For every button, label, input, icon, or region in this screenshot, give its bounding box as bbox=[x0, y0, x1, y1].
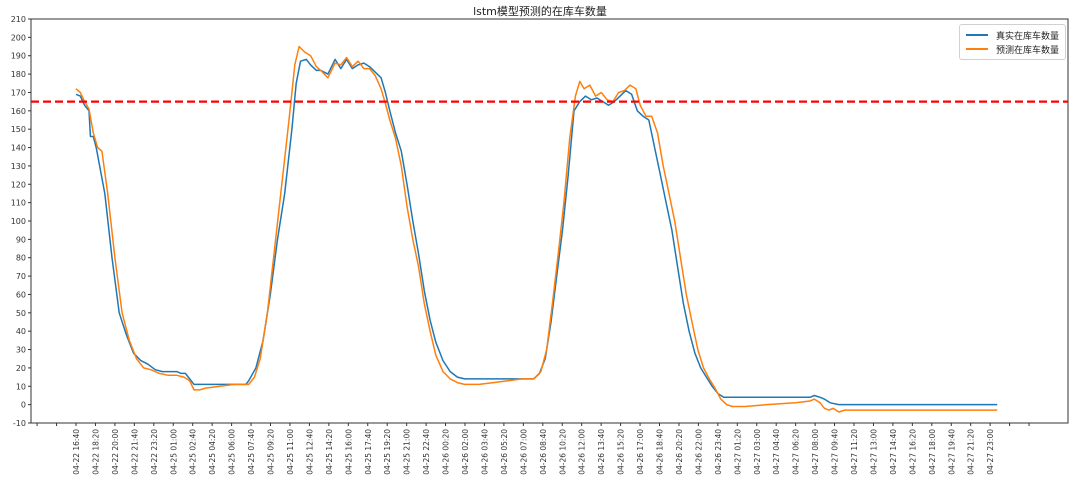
x-tick-label: 04-22 20:00 bbox=[111, 429, 120, 475]
x-tick-label: 04-26 18:40 bbox=[656, 429, 665, 475]
x-tick-label: 04-22 16:40 bbox=[72, 429, 81, 475]
axes-frame bbox=[30, 18, 1069, 424]
x-tick-label: 04-22 18:20 bbox=[91, 429, 100, 475]
x-tick-label: 04-25 07:40 bbox=[247, 429, 256, 475]
legend-swatch-actual bbox=[965, 34, 988, 36]
y-tick-label: 10 bbox=[16, 382, 26, 391]
x-tick-label: 04-27 04:40 bbox=[772, 429, 781, 475]
x-tick-label: 04-27 08:00 bbox=[811, 429, 820, 475]
y-tick-label: 70 bbox=[16, 272, 26, 281]
legend-label-actual: 真实在库车数量 bbox=[995, 31, 1059, 42]
y-tick-label: 30 bbox=[16, 346, 26, 355]
x-tick-label: 04-27 18:00 bbox=[928, 429, 937, 475]
y-tick-label: 190 bbox=[11, 52, 26, 61]
x-tick-label: 04-22 23:20 bbox=[150, 429, 159, 475]
x-tick-label: 04-27 14:40 bbox=[889, 429, 898, 475]
x-tick-label: 04-25 12:40 bbox=[305, 429, 314, 475]
x-tick-label: 04-25 22:40 bbox=[422, 429, 431, 475]
y-tick-label: 200 bbox=[11, 33, 26, 42]
chart-title: lstm模型预测的在库车数量 bbox=[473, 5, 607, 18]
y-tick-label: 60 bbox=[16, 290, 26, 299]
x-tick-label: 04-25 02:40 bbox=[189, 429, 198, 475]
x-tick-label: 04-26 07:00 bbox=[519, 429, 528, 475]
x-tick-label: 04-26 00:20 bbox=[442, 429, 451, 475]
x-tick-label: 04-27 11:20 bbox=[850, 429, 859, 475]
x-tick-label: 04-26 13:40 bbox=[597, 429, 606, 475]
x-tick-label: 04-26 10:20 bbox=[558, 429, 567, 475]
y-tick-label: 150 bbox=[11, 125, 26, 134]
y-tick-label: 160 bbox=[11, 107, 26, 116]
y-tick-label: -10 bbox=[13, 419, 26, 428]
x-tick-label: 04-26 17:00 bbox=[636, 429, 645, 475]
x-tick-label: 04-27 13:00 bbox=[869, 429, 878, 475]
y-tick-label: 210 bbox=[11, 15, 26, 24]
y-tick-label: 100 bbox=[11, 217, 26, 226]
x-tick-label: 04-27 19:40 bbox=[947, 429, 956, 475]
x-tick-label: 04-25 21:00 bbox=[403, 429, 412, 475]
y-tick-label: 90 bbox=[16, 235, 26, 244]
y-tick-label: 180 bbox=[11, 70, 26, 79]
x-tick-label: 04-25 04:20 bbox=[208, 429, 217, 475]
y-tick-label: 0 bbox=[21, 401, 26, 410]
y-tick-label: 170 bbox=[11, 88, 26, 97]
series-actual-line bbox=[75, 58, 998, 406]
x-tick-label: 04-26 12:00 bbox=[578, 429, 587, 475]
x-tick-label: 04-25 06:00 bbox=[228, 429, 237, 475]
x-tick-label: 04-25 09:20 bbox=[267, 429, 276, 475]
x-tick-label: 04-26 22:00 bbox=[694, 429, 703, 475]
y-tick-label: 120 bbox=[11, 180, 26, 189]
x-tick-label: 04-25 01:00 bbox=[169, 429, 178, 475]
x-tick-label: 04-27 21:20 bbox=[967, 429, 976, 475]
x-tick-label: 04-26 23:40 bbox=[714, 429, 723, 475]
legend: 真实在库车数量 预测在库车数量 bbox=[958, 24, 1066, 60]
y-tick-label: 40 bbox=[16, 327, 26, 336]
x-tick-label: 04-27 01:20 bbox=[733, 429, 742, 475]
x-tick-label: 04-27 16:20 bbox=[908, 429, 917, 475]
y-tick-label: 110 bbox=[11, 199, 26, 208]
x-tick-label: 04-25 16:00 bbox=[344, 429, 353, 475]
legend-swatch-predicted bbox=[965, 48, 988, 50]
x-tick-label: 04-27 23:00 bbox=[986, 429, 995, 475]
x-tick-label: 04-27 06:20 bbox=[792, 429, 801, 475]
x-tick-label: 04-26 02:00 bbox=[461, 429, 470, 475]
x-tick-label: 04-25 14:20 bbox=[325, 429, 334, 475]
y-tick-label: 20 bbox=[16, 364, 26, 373]
x-tick-label: 04-26 08:40 bbox=[539, 429, 548, 475]
legend-item-actual: 真实在库车数量 bbox=[965, 28, 1059, 42]
legend-item-predicted: 预测在库车数量 bbox=[965, 42, 1059, 56]
x-tick-label: 04-26 15:20 bbox=[617, 429, 626, 475]
x-tick-label: 04-26 05:20 bbox=[500, 429, 509, 475]
x-tick-label: 04-25 11:00 bbox=[286, 429, 295, 475]
y-tick-label: 50 bbox=[16, 309, 26, 318]
x-tick-label: 04-26 03:40 bbox=[480, 429, 489, 475]
x-tick-label: 04-27 03:00 bbox=[753, 429, 762, 475]
x-tick-label: 04-25 17:40 bbox=[364, 429, 373, 475]
x-tick-label: 04-25 19:20 bbox=[383, 429, 392, 475]
legend-label-predicted: 预测在库车数量 bbox=[995, 45, 1059, 56]
x-tick-label: 04-26 20:20 bbox=[675, 429, 684, 475]
x-tick-label: 04-27 09:40 bbox=[831, 429, 840, 475]
x-tick-label: 04-22 21:40 bbox=[130, 429, 139, 475]
series-predicted-line bbox=[75, 45, 998, 413]
y-tick-label: 140 bbox=[11, 144, 26, 153]
y-tick-label: 130 bbox=[11, 162, 26, 171]
y-tick-label: 80 bbox=[16, 254, 26, 263]
